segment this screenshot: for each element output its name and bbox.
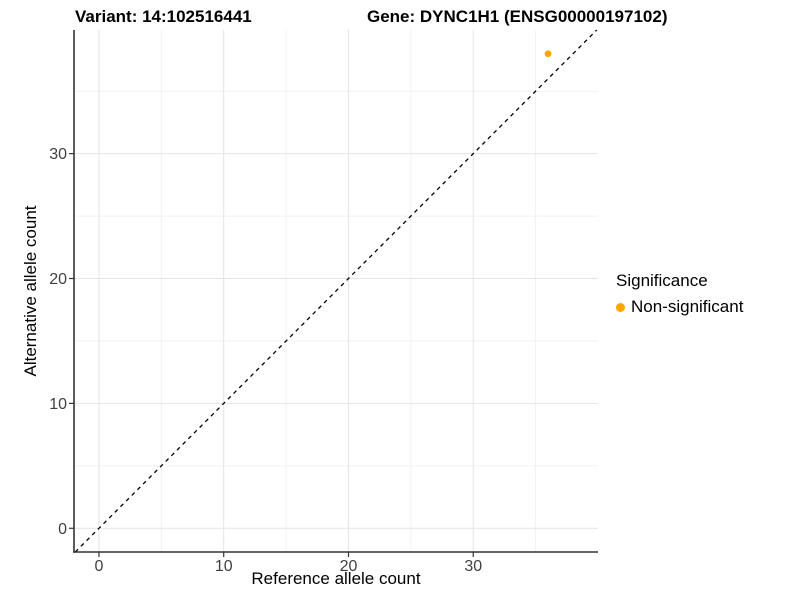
legend-item: Non-significant [616, 297, 743, 317]
y-tick-label: 20 [49, 271, 67, 288]
identity-line [74, 29, 598, 553]
y-axis-title: Alternative allele count [21, 205, 40, 377]
legend-item-label: Non-significant [631, 297, 744, 316]
x-tick-label: 0 [94, 558, 103, 575]
legend-title: Significance [616, 271, 708, 290]
x-tick-label: 10 [215, 558, 233, 575]
x-axis-title: Reference allele count [251, 569, 421, 588]
variant-title: Variant: 14:102516441 [75, 7, 252, 26]
gene-title: Gene: DYNC1H1 (ENSG00000197102) [367, 7, 668, 26]
x-tick-label: 30 [464, 558, 482, 575]
y-tick-label: 30 [49, 146, 67, 163]
x-tick-label: 20 [340, 558, 358, 575]
data-point [544, 50, 552, 58]
y-tick-label: 0 [58, 521, 67, 538]
y-tick-label: 10 [49, 396, 67, 413]
legend-point-icon [616, 302, 625, 312]
legend: Significance Non-significant [616, 271, 743, 317]
